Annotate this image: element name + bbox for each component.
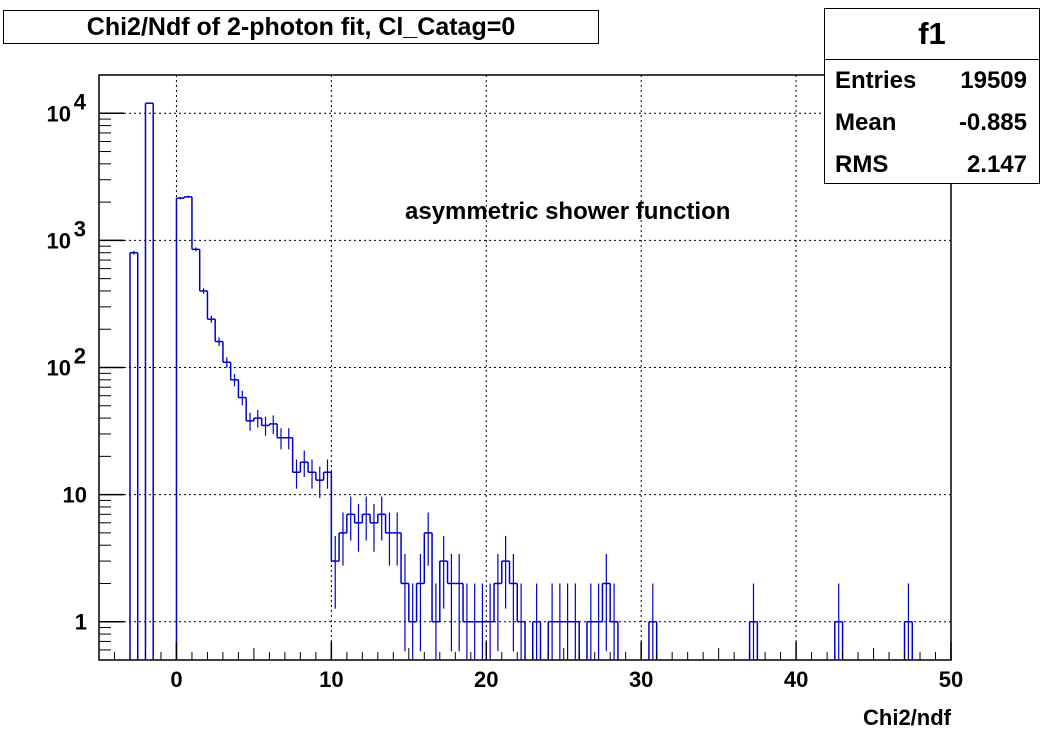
chart-title: Chi2/Ndf of 2-photon fit, Cl_Catag=0 [3,10,599,44]
entries-value: 19509 [960,67,1027,94]
x-axis-title: Chi2/ndf [863,705,952,730]
x-tick-label: 50 [939,667,963,692]
x-tick-label: 0 [170,667,182,692]
stats-row-mean: Mean -0.885 [825,102,1039,144]
x-tick-label: 30 [629,667,653,692]
x-tick-label: 10 [319,667,343,692]
y-tick-exponent: 2 [74,344,86,369]
mean-label: Mean [835,109,897,136]
stats-name: f1 [825,9,1039,60]
grid-lines [99,75,952,660]
annotation-text: asymmetric shower function [405,198,730,225]
rms-value: 2.147 [966,151,1027,178]
mean-value: -0.885 [958,109,1027,136]
y-tick-label: 10 [47,101,71,126]
stats-row-entries: Entries 19509 [825,60,1039,102]
rms-label: RMS [835,151,889,178]
x-tick-label: 20 [474,667,498,692]
y-tick-exponent: 4 [74,89,87,114]
y-tick-label: 10 [63,483,87,508]
y-tick-label: 10 [47,356,71,381]
y-tick-exponent: 3 [74,216,86,241]
stats-row-rms: RMS 2.147 [825,144,1039,186]
y-tick-label: 10 [47,228,71,253]
x-tick-label: 40 [784,667,808,692]
histogram-bins [129,102,914,660]
entries-label: Entries [835,67,917,94]
y-tick-label: 1 [75,610,87,635]
stats-box: f1 Entries 19509 Mean -0.885 RMS 2.147 [824,8,1040,184]
